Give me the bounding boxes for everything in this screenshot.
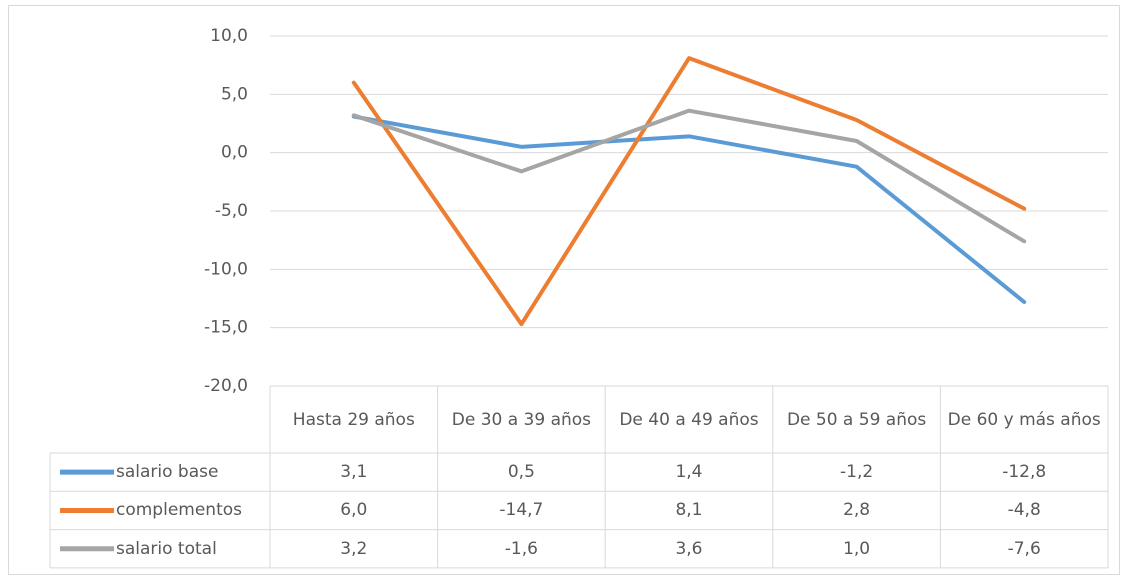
y-tick-label: -10,0 xyxy=(204,259,248,279)
table-value: 8,1 xyxy=(675,500,703,521)
y-tick-label: 0,0 xyxy=(221,143,248,163)
category-label: De 60 y más años xyxy=(947,409,1101,430)
table-value: 6,0 xyxy=(340,500,368,521)
table-value: -7,6 xyxy=(1007,538,1041,559)
y-tick-label: -5,0 xyxy=(215,201,248,221)
table-value: 1,4 xyxy=(675,462,703,483)
y-tick-label: -15,0 xyxy=(204,318,248,338)
chart-frame xyxy=(8,5,1120,575)
category-label: Hasta 29 años xyxy=(292,409,415,430)
table-value: -14,7 xyxy=(499,500,544,521)
category-label: De 40 a 49 años xyxy=(619,409,759,430)
table-value: -12,8 xyxy=(1002,462,1047,483)
legend-label: salario total xyxy=(116,538,217,559)
y-tick-label: -20,0 xyxy=(204,376,248,396)
series-line xyxy=(351,56,1027,327)
legend-label: complementos xyxy=(116,500,242,521)
table-value: 0,5 xyxy=(507,462,535,483)
table-value: -4,8 xyxy=(1007,500,1041,521)
table-value: 3,6 xyxy=(675,538,703,559)
table-value: 2,8 xyxy=(843,500,871,521)
table-value: -1,6 xyxy=(504,538,538,559)
table-value: -1,2 xyxy=(840,462,874,483)
table-value: 3,1 xyxy=(340,462,368,483)
table-value: 3,2 xyxy=(340,538,368,559)
table-value: 1,0 xyxy=(843,538,871,559)
category-label: De 50 a 59 años xyxy=(786,409,927,430)
y-tick-label: 10,0 xyxy=(210,26,248,46)
series-line xyxy=(351,114,1027,304)
category-label: De 30 a 39 años xyxy=(451,409,592,430)
legend-label: salario base xyxy=(116,462,219,483)
y-tick-label: 5,0 xyxy=(221,84,248,104)
series-line xyxy=(351,108,1027,244)
